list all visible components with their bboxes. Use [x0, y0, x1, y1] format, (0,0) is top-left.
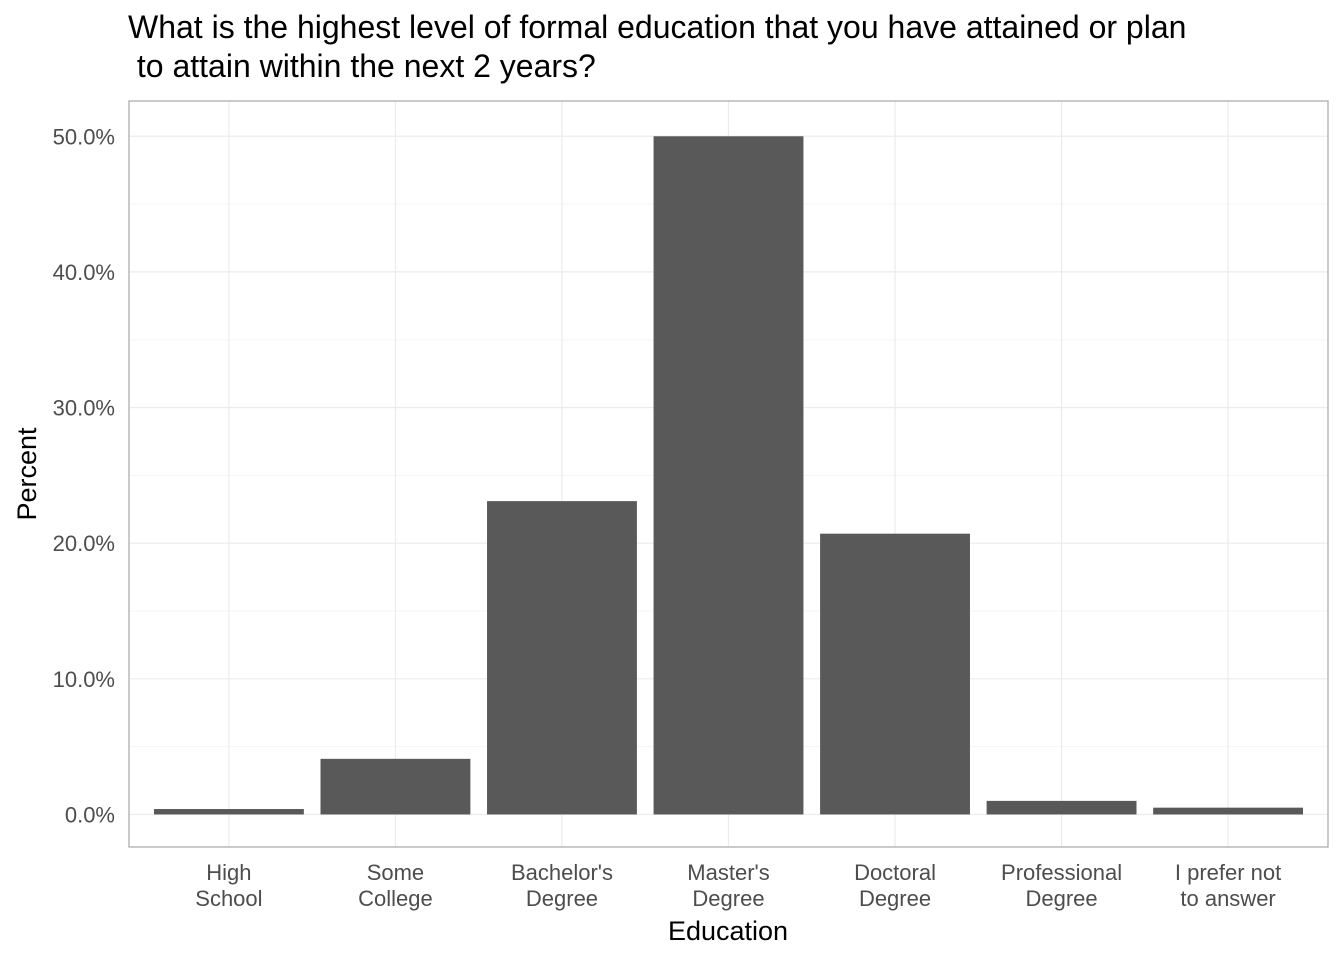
y-tick-label: 10.0%: [53, 667, 115, 692]
y-tick-label: 30.0%: [53, 396, 115, 421]
x-tick-label: Doctoral Degree: [854, 860, 936, 911]
y-axis-title: Percent: [12, 427, 42, 521]
bar: [487, 501, 637, 815]
y-tick-label: 50.0%: [53, 124, 115, 149]
chart-title: What is the highest level of formal educ…: [128, 9, 1187, 84]
y-tick-label: 20.0%: [53, 531, 115, 556]
panel-border: [128, 100, 1329, 848]
x-tick-label: I prefer not to answer: [1175, 860, 1281, 911]
x-axis-title: Education: [668, 916, 788, 946]
bar: [1153, 807, 1304, 815]
y-tick-label: 40.0%: [53, 260, 115, 285]
bar: [653, 136, 804, 815]
bar-layer: [153, 136, 1304, 815]
bar: [153, 809, 304, 815]
x-tick-label: Professional Degree: [1001, 860, 1122, 911]
y-tick-label: 0.0%: [65, 802, 115, 827]
x-tick-label: Some College: [358, 860, 433, 911]
y-tick-labels: 0.0% 10.0% 20.0% 30.0% 40.0% 50.0%: [53, 124, 115, 827]
x-tick-label: Master's Degree: [687, 860, 769, 911]
bar: [320, 758, 471, 815]
bar: [820, 533, 970, 815]
x-tick-label: Bachelor's Degree: [511, 860, 613, 911]
x-tick-label: High School: [195, 860, 262, 911]
bar: [986, 800, 1137, 815]
x-tick-labels: High School Some College Bachelor's Degree Mas…: [195, 860, 1281, 911]
